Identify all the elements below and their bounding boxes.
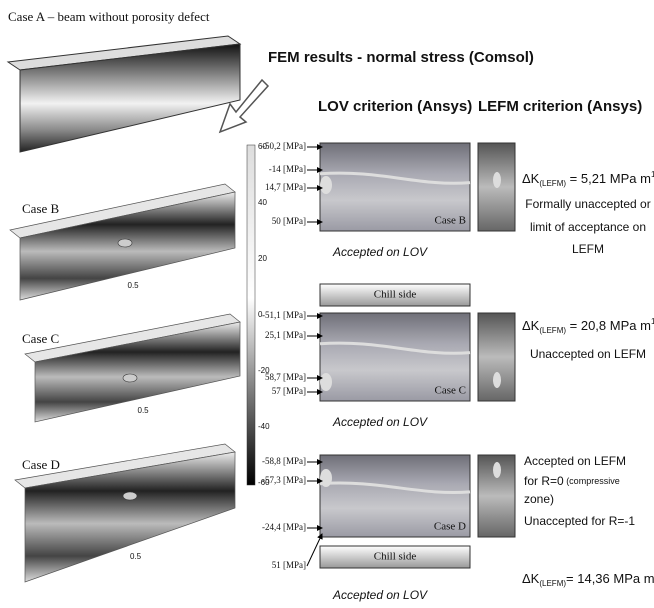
delta-k: ΔK(LEFM) = 20,8 MPa m1/2 bbox=[522, 317, 654, 335]
pore bbox=[123, 492, 137, 500]
case-a-title: Case A – beam without porosity defect bbox=[8, 9, 210, 24]
dk-symbol: ΔK bbox=[522, 171, 540, 186]
pore bbox=[320, 176, 332, 194]
note: Accepted on LEFM bbox=[524, 454, 626, 468]
colorbar-tick: 40 bbox=[258, 198, 267, 207]
caption: Accepted on LOV bbox=[332, 245, 428, 259]
note-part: Unaccepted on LEFM bbox=[530, 347, 646, 361]
note-part: Accepted on LEFM bbox=[524, 454, 626, 468]
stress-label: -14 [MPa] bbox=[269, 164, 306, 174]
pore bbox=[320, 469, 332, 487]
note: LEFM bbox=[572, 242, 604, 256]
note-part: for R=0 bbox=[524, 474, 564, 488]
chill-label: Chill side bbox=[374, 551, 417, 563]
note-part: zone) bbox=[524, 492, 554, 506]
dk-eq: = 5,21 MPa m bbox=[566, 171, 651, 186]
delta-k: ΔK(LEFM)= 14,36 MPa m1/2 bbox=[522, 570, 654, 588]
fem-title: FEM results - normal stress (Comsol) bbox=[268, 49, 534, 66]
pore bbox=[493, 372, 501, 388]
pore bbox=[123, 374, 137, 382]
colorbar-tick: -40 bbox=[258, 422, 270, 431]
panel-case: Case D bbox=[434, 521, 466, 533]
colorbar bbox=[247, 145, 255, 485]
pore bbox=[493, 462, 501, 478]
case-label: Case C bbox=[22, 331, 59, 346]
note: Unaccepted for R=-1 bbox=[524, 514, 635, 528]
pore bbox=[493, 172, 501, 188]
caption: Accepted on LOV bbox=[332, 588, 428, 602]
chill-label: Chill side bbox=[374, 289, 417, 301]
dk-symbol: ΔK bbox=[522, 571, 540, 586]
note: Unaccepted on LEFM bbox=[530, 347, 646, 361]
stress-label: 50 [MPa] bbox=[272, 216, 306, 226]
delta-k: ΔK(LEFM) = 5,21 MPa m1/2 bbox=[522, 170, 654, 188]
panel-case: Case C bbox=[435, 385, 466, 397]
note-part: limit of acceptance on bbox=[530, 220, 646, 234]
dk-eq: = 14,36 MPa m bbox=[566, 571, 654, 586]
panel-case: Case B bbox=[435, 215, 466, 227]
lefm-header: LEFM criterion (Ansys) bbox=[478, 98, 642, 115]
stress-label: 58,7 [MPa] bbox=[265, 372, 306, 382]
dk-sub: (LEFM) bbox=[539, 326, 566, 335]
case-label: Case D bbox=[22, 457, 60, 472]
axis-label: 0.5 bbox=[130, 552, 142, 561]
note: zone) bbox=[524, 492, 554, 506]
note-part: LEFM bbox=[572, 242, 604, 256]
colorbar-tick: 20 bbox=[258, 254, 267, 263]
stress-label: -57,3 [MPa] bbox=[262, 475, 306, 485]
stress-label: -50,2 [MPa] bbox=[262, 141, 306, 151]
dk-sub: (LEFM) bbox=[539, 579, 566, 588]
note: for R=0 (compressive bbox=[524, 474, 620, 488]
stress-label: -58,8 [MPa] bbox=[262, 456, 306, 466]
case-label: Case B bbox=[22, 201, 60, 216]
note-part: (compressive bbox=[564, 476, 620, 486]
figure: Case A – beam without porosity defect FE… bbox=[0, 0, 654, 608]
stress-label: -51,1 [MPa] bbox=[262, 310, 306, 320]
pore bbox=[320, 373, 332, 391]
stress-label: 25,1 [MPa] bbox=[265, 330, 306, 340]
dk-symbol: ΔK bbox=[522, 318, 540, 333]
pore bbox=[118, 239, 132, 247]
stress-label: 14,7 [MPa] bbox=[265, 182, 306, 192]
note: Formally unaccepted or bbox=[525, 197, 650, 211]
note: limit of acceptance on bbox=[530, 220, 646, 234]
note-part: Unaccepted for R=-1 bbox=[524, 514, 635, 528]
stress-label: 57 [MPa] bbox=[272, 386, 306, 396]
lov-header: LOV criterion (Ansys) bbox=[318, 98, 472, 115]
note-part: Formally unaccepted or bbox=[525, 197, 650, 211]
stress-label: 51 [MPa] bbox=[272, 560, 306, 570]
stress-label: -24,4 [MPa] bbox=[262, 522, 306, 532]
axis-label: 0.5 bbox=[138, 406, 150, 415]
dk-eq: = 20,8 MPa m bbox=[566, 318, 651, 333]
dk-sub: (LEFM) bbox=[539, 179, 566, 188]
caption: Accepted on LOV bbox=[332, 415, 428, 429]
axis-label: 0.5 bbox=[128, 281, 140, 290]
